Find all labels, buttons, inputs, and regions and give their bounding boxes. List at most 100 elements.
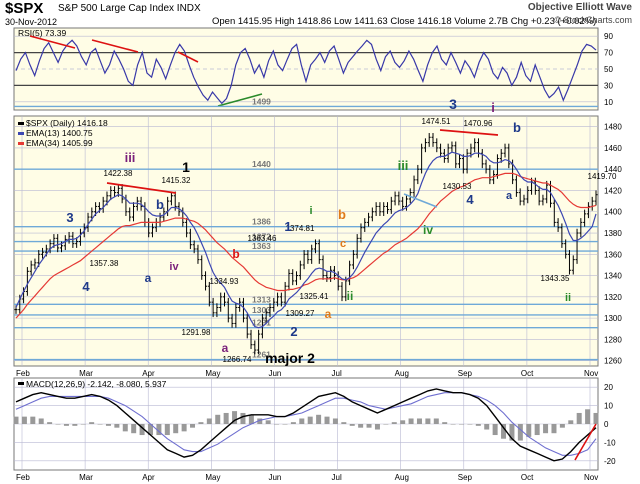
macd-histogram-bar — [475, 424, 481, 426]
macd-histogram-bar — [307, 416, 313, 424]
price-tick-label: 1420 — [604, 186, 622, 195]
price-x-label: Nov — [584, 369, 598, 378]
level-label: 1499 — [252, 96, 271, 106]
wave-label: c — [340, 238, 346, 250]
macd-histogram-bar — [585, 409, 591, 424]
macd-histogram-bar — [274, 424, 280, 425]
macd-histogram-bar — [105, 424, 111, 426]
macd-histogram-bar — [543, 424, 549, 434]
macd-x-label: Feb — [16, 473, 30, 482]
level-label: 1291 — [252, 318, 271, 328]
macd-histogram-bar — [349, 424, 355, 426]
wave-label: ii — [565, 292, 571, 304]
macd-histogram-bar — [47, 422, 53, 424]
wave-label: 2 — [290, 324, 297, 339]
macd-x-label: Oct — [521, 473, 534, 482]
macd-histogram-bar — [316, 414, 322, 424]
wave-label: a — [325, 307, 332, 321]
macd-histogram-bar — [576, 412, 582, 424]
macd-histogram-bar — [551, 424, 557, 434]
macd-histogram-bar — [517, 424, 523, 441]
price-tick-label: 1360 — [604, 250, 622, 259]
macd-histogram-bar — [442, 422, 448, 424]
macd-trend-line — [574, 423, 597, 461]
price-callout: 1325.41 — [300, 292, 329, 301]
ohlc-readout: Open 1415.95 High 1418.86 Low 1411.63 Cl… — [212, 16, 597, 27]
price-tick-label: 1480 — [604, 123, 622, 132]
macd-histogram-bar — [147, 424, 153, 436]
price-callout: 1334.93 — [210, 277, 239, 286]
macd-tick-label: -20 — [604, 457, 616, 466]
macd-tick-label: 0 — [604, 420, 609, 429]
price-callout: 1363.46 — [248, 234, 277, 243]
macd-histogram-bar — [341, 422, 347, 424]
macd-histogram-bar — [240, 412, 246, 424]
rsi-divergence-line — [217, 93, 263, 107]
macd-histogram-bar — [114, 424, 120, 428]
wave-label: major 2 — [265, 350, 315, 366]
legend-swatch-macd — [18, 382, 24, 385]
macd-histogram-bar — [290, 422, 296, 424]
macd-histogram-bar — [13, 416, 19, 424]
chart-index-name: S&P 500 Large Cap Index INDX — [58, 3, 201, 14]
macd-histogram-bar — [450, 424, 456, 425]
macd-x-label: Jul — [332, 473, 342, 482]
macd-tick-label: -10 — [604, 438, 616, 447]
price-callout: 1419.70 — [588, 172, 617, 181]
macd-tick-label: 10 — [604, 402, 613, 411]
rsi-divergence-line — [29, 35, 76, 49]
price-tick-label: 1280 — [604, 335, 622, 344]
macd-histogram-bar — [374, 424, 380, 430]
price-divergence-line — [439, 129, 499, 136]
level-label: 1313 — [252, 294, 271, 304]
price-callout: 1415.32 — [162, 176, 191, 185]
macd-histogram-bar — [181, 424, 187, 432]
wave-label: i — [309, 205, 312, 217]
price-x-label: Mar — [79, 369, 93, 378]
price-x-label: Oct — [521, 369, 534, 378]
level-label: 1440 — [252, 159, 271, 169]
macd-histogram-bar — [366, 424, 372, 428]
macd-histogram-bar — [21, 416, 27, 424]
level-label: 1386 — [252, 217, 271, 227]
macd-histogram-bar — [206, 418, 212, 424]
price-x-label: Sep — [458, 369, 473, 378]
wave-label: iv — [169, 261, 179, 273]
macd-histogram-bar — [391, 422, 397, 424]
price-tick-label: 1320 — [604, 293, 622, 302]
macd-histogram-bar — [467, 424, 473, 425]
macd-histogram-bar — [501, 424, 507, 439]
macd-x-label: Jun — [268, 473, 281, 482]
macd-histogram-bar — [89, 422, 95, 424]
legend-swatch-price — [18, 122, 24, 125]
macd-histogram-bar — [223, 412, 229, 424]
macd-signal-line — [15, 392, 597, 456]
macd-histogram-bar — [492, 424, 498, 436]
level-label: 1372 — [252, 232, 271, 242]
wave-label: 4 — [82, 279, 90, 294]
macd-histogram-bar — [383, 424, 389, 425]
macd-histogram-bar — [534, 424, 540, 436]
macd-histogram-bar — [122, 424, 128, 432]
stockcharts-credit: © StockCharts.com — [554, 15, 632, 25]
price-callout: 1291.98 — [182, 328, 211, 337]
wave-label: i — [491, 100, 495, 115]
price-legend: $SPX (Daily) 1416.18 — [26, 118, 108, 128]
wave-label: iv — [423, 223, 433, 237]
price-tick-label: 1300 — [604, 314, 622, 323]
macd-x-label: Apr — [142, 473, 155, 482]
rsi-tick-label: 50 — [604, 65, 613, 74]
macd-x-label: Sep — [458, 473, 473, 482]
price-tick-label: 1380 — [604, 229, 622, 238]
brand-label: Objective Elliott Wave — [527, 2, 632, 13]
macd-histogram-bar — [164, 424, 170, 436]
price-x-label: Aug — [395, 369, 409, 378]
channel-line — [403, 193, 438, 208]
macd-histogram-bar — [139, 424, 145, 436]
price-x-label: May — [205, 369, 220, 378]
macd-histogram-bar — [72, 424, 78, 426]
price-callout: 1309.27 — [286, 309, 315, 318]
rsi-divergence-line — [91, 39, 139, 53]
legend-swatch-ema13 — [18, 132, 24, 135]
price-callout: 1422.38 — [104, 169, 133, 178]
